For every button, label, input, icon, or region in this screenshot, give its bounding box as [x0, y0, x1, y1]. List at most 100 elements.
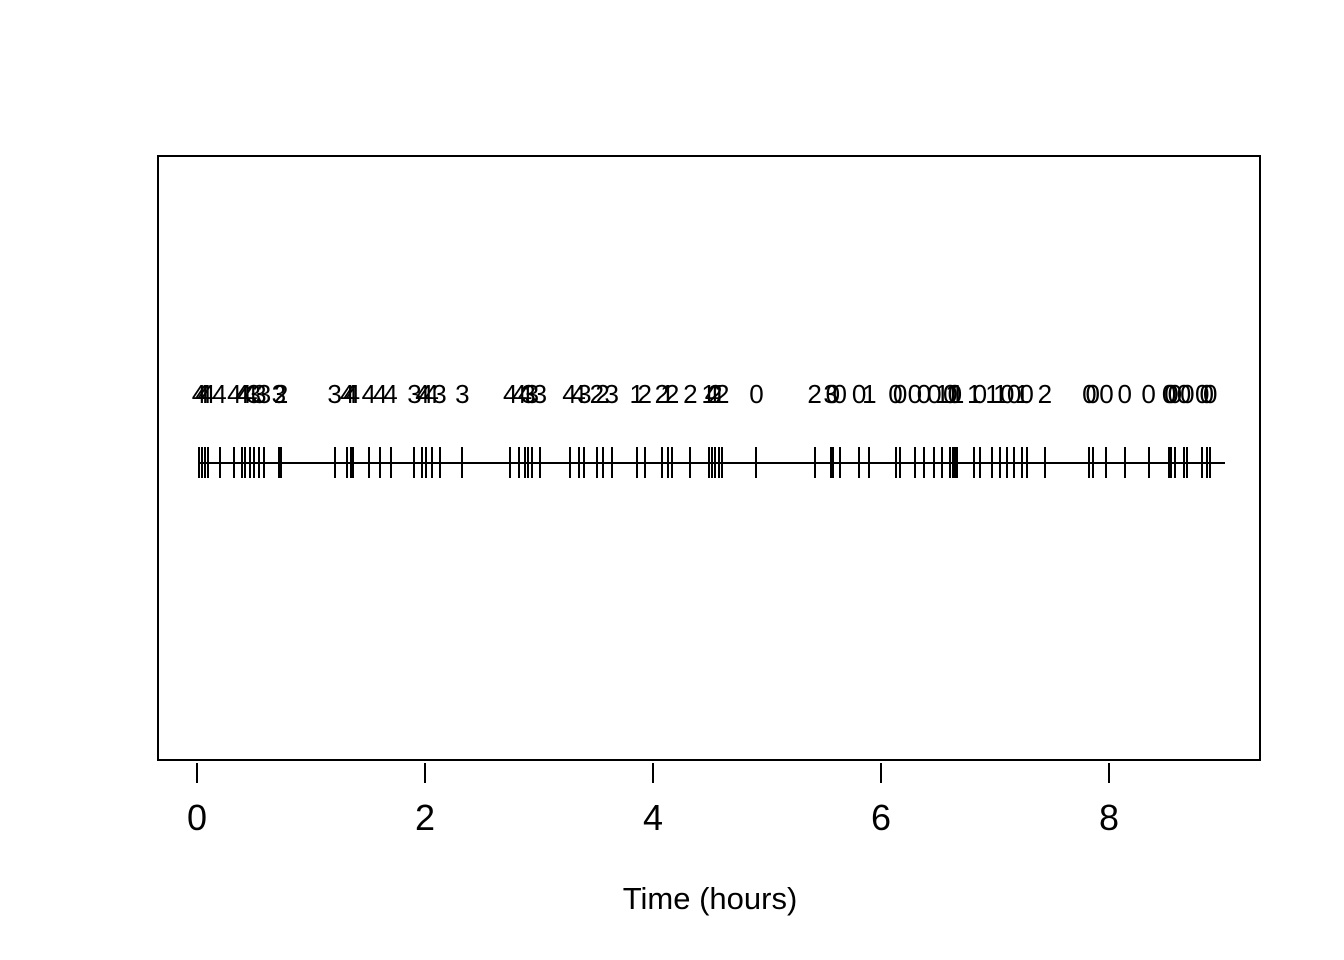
event-mark-label: 0	[749, 379, 764, 409]
event-mark-label: 4	[339, 379, 355, 409]
event-mark-label: 1	[1014, 379, 1030, 409]
rug-tick	[1205, 447, 1208, 478]
rug-tick	[951, 447, 954, 478]
event-mark-label: 1	[985, 379, 1000, 409]
event-mark-label: 4	[571, 379, 586, 409]
rug-tick	[389, 447, 392, 478]
rug-tick	[203, 447, 206, 478]
event-mark-label: 1	[966, 379, 982, 409]
rug-tick	[913, 447, 916, 478]
x-axis-tick-label: 4	[642, 797, 664, 838]
event-mark-label: 0	[1194, 379, 1210, 409]
rug-tick	[243, 447, 246, 478]
rug-tick	[635, 447, 638, 478]
rug-tick	[660, 447, 663, 478]
event-mark-label: 3	[407, 379, 422, 409]
rug-tick	[755, 447, 758, 478]
rug-layer	[159, 157, 1259, 759]
event-mark-label: 0	[1006, 379, 1022, 409]
rug-tick	[1021, 447, 1024, 478]
rug-tick	[524, 447, 527, 478]
rug-tick	[233, 447, 236, 478]
event-mark-label: 0	[927, 379, 942, 409]
rug-tick	[941, 447, 944, 478]
event-mark-label: 0	[1117, 379, 1132, 409]
rug-tick	[333, 447, 336, 478]
event-mark-label: 4	[418, 379, 434, 409]
rug-tick	[527, 447, 530, 478]
event-mark-label: 1	[945, 379, 960, 409]
event-mark-label: 4	[237, 379, 252, 409]
rug-tick	[953, 447, 956, 478]
rug-tick	[973, 447, 976, 478]
rug-tick	[583, 447, 586, 478]
event-mark-label: 1	[862, 379, 877, 409]
event-mark-label: 4	[212, 379, 227, 409]
x-axis-tick-label: 6	[870, 797, 892, 838]
rug-tick	[949, 447, 952, 478]
event-mark-label: 0	[1199, 379, 1214, 409]
event-mark-label: 3	[246, 379, 261, 409]
event-mark-label: 1	[711, 379, 727, 409]
event-mark-label: 2	[654, 379, 670, 409]
event-mark-label: 3	[524, 379, 540, 409]
rug-tick	[643, 447, 646, 478]
event-mark-label: 0	[1000, 379, 1015, 409]
event-mark-label: 3	[271, 379, 287, 409]
x-axis-tick-label: 2	[414, 797, 436, 838]
x-axis-tick-label: 8	[1098, 797, 1120, 838]
rug-tick	[1025, 447, 1028, 478]
x-axis-tick	[880, 763, 882, 783]
rug-tick	[461, 447, 464, 478]
event-mark-label: 0	[1082, 379, 1097, 409]
rug-tick	[424, 447, 427, 478]
event-mark-label: 0	[1176, 379, 1192, 409]
rug-tick	[1123, 447, 1126, 478]
rug-tick	[280, 447, 283, 478]
event-mark-label: 0	[972, 379, 988, 409]
event-mark-label: 3	[521, 379, 536, 409]
rug-tick	[1091, 447, 1094, 478]
rug-tick	[1201, 447, 1204, 478]
event-mark-label: 2	[273, 379, 289, 409]
rug-tick	[829, 447, 832, 478]
rug-tick	[1088, 447, 1091, 478]
rug-tick	[218, 447, 221, 478]
event-mark-label: 0	[1164, 379, 1179, 409]
event-mark-label: 3	[532, 379, 548, 409]
rug-tick	[367, 447, 370, 478]
event-mark-label: 3	[432, 379, 447, 409]
rug-tick	[241, 447, 244, 478]
event-mark-label: 3	[327, 379, 342, 409]
event-mark-label: 0	[1161, 379, 1177, 409]
event-mark-label: 4	[424, 379, 439, 409]
rug-tick	[595, 447, 598, 478]
rug-tick	[258, 447, 261, 478]
x-axis-tick-label: 0	[186, 797, 208, 838]
event-mark-label: 4	[227, 379, 242, 409]
rug-tick	[1168, 447, 1171, 478]
event-mark-label: 4	[200, 379, 216, 409]
rug-tick	[277, 447, 280, 478]
event-mark-label: 0	[825, 379, 841, 409]
rug-tick	[413, 447, 416, 478]
rug-tick	[349, 447, 352, 478]
rug-tick	[923, 447, 926, 478]
rug-tick	[421, 447, 424, 478]
event-mark-label: 4	[345, 379, 361, 409]
rug-tick	[530, 447, 533, 478]
rug-tick	[249, 447, 252, 478]
rug-tick	[899, 447, 902, 478]
rug-tick	[207, 447, 210, 478]
rug-tick	[509, 447, 512, 478]
rug-tick	[711, 447, 713, 478]
rug-tick	[346, 447, 349, 478]
event-mark-label: 2	[589, 379, 605, 409]
event-mark-label: 2	[683, 379, 698, 409]
rug-tick	[1043, 447, 1046, 478]
event-mark-label: 0	[1099, 379, 1114, 409]
event-mark-label: 4	[704, 379, 720, 409]
event-mark-label: 0	[851, 379, 867, 409]
